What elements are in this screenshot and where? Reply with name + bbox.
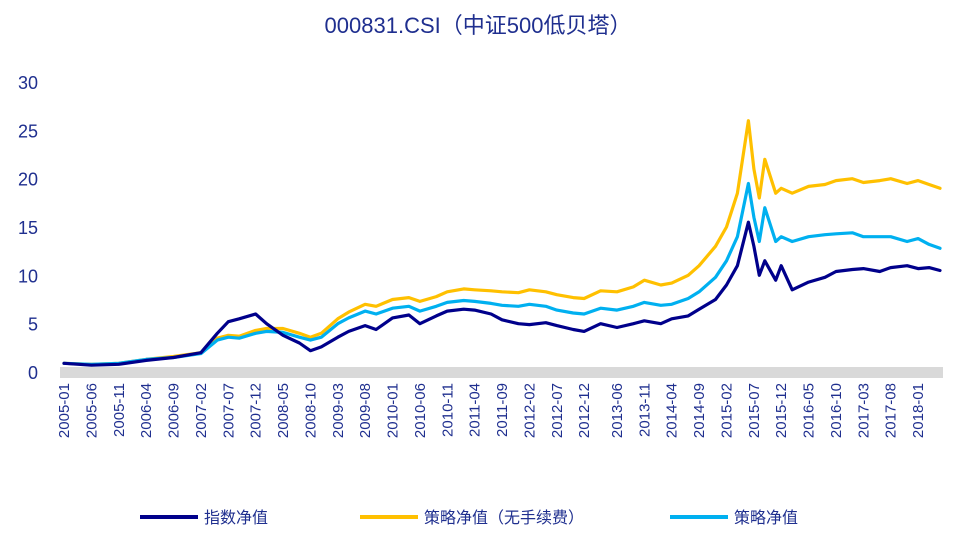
x-tick-label: 2005-01: [56, 383, 73, 438]
x-tick-label: 2011-04: [467, 383, 484, 437]
x-tick-label: 2012-07: [549, 383, 566, 438]
x-tick-label: 2010-06: [412, 383, 429, 438]
y-tick-label: 20: [18, 170, 38, 190]
chart-title: 000831.CSI（中证500低贝塔）: [325, 13, 632, 38]
x-tick-label: 2008-05: [275, 383, 292, 438]
x-tick-label: 2005-06: [83, 383, 100, 438]
x-tick-label: 2015-02: [718, 383, 735, 438]
x-tick-label: 2010-11: [439, 383, 456, 437]
x-tick-label: 2009-08: [357, 383, 374, 438]
series-line-2: [62, 181, 942, 366]
x-tick-label: 2012-02: [521, 383, 538, 438]
legend-label-1: 策略净值（无手续费）: [424, 509, 584, 527]
x-tick-label: 2013-06: [609, 383, 626, 438]
legend-label-0: 指数净值: [204, 509, 268, 527]
x-tick-label: 2011-09: [494, 383, 511, 437]
series-line-0: [62, 220, 942, 367]
x-tick-label: 2008-10: [302, 383, 319, 438]
x-tick-label: 2006-04: [138, 383, 155, 438]
x-tick-label: 2005-11: [111, 383, 128, 437]
x-tick-label: 2017-03: [855, 383, 872, 438]
x-tick-label: 2014-04: [664, 383, 681, 438]
x-tick-label: 2016-05: [801, 383, 818, 438]
x-tick-label: 2007-07: [220, 383, 237, 438]
x-tick-label: 2018-01: [910, 383, 927, 438]
legend-label-2: 策略净值: [734, 509, 798, 527]
x-tick-label: 2013-11: [636, 383, 653, 437]
x-tick-label: 2017-08: [883, 383, 900, 438]
y-tick-label: 5: [28, 315, 38, 335]
x-tick-label: 2007-12: [248, 383, 265, 438]
plot-area: [62, 119, 942, 367]
x-tick-label: 2014-09: [691, 383, 708, 438]
y-tick-label: 25: [18, 121, 38, 141]
y-tick-label: 10: [18, 266, 38, 286]
x-tick-label: 2009-03: [330, 383, 347, 438]
x-tick-label: 2016-10: [828, 383, 845, 438]
y-tick-label: 0: [28, 363, 38, 383]
y-tick-label: 30: [18, 73, 38, 93]
x-axis-baseline: [60, 367, 943, 378]
x-tick-label: 2007-02: [193, 383, 210, 438]
y-axis: 0 5 10 15 20 25 30: [18, 73, 38, 383]
series-line-1: [62, 119, 942, 366]
y-tick-label: 15: [18, 218, 38, 238]
legend: 指数净值 策略净值（无手续费） 策略净值: [140, 509, 798, 527]
x-tick-label: 2015-12: [773, 383, 790, 438]
x-tick-label: 2010-01: [385, 383, 402, 438]
x-tick-label: 2006-09: [166, 383, 183, 438]
x-tick-label: 2012-12: [576, 383, 593, 438]
x-tick-label: 2015-07: [746, 383, 763, 438]
x-axis: 2005-01 2005-06 2005-11 2006-04 2006-09 2007-…: [56, 383, 927, 438]
